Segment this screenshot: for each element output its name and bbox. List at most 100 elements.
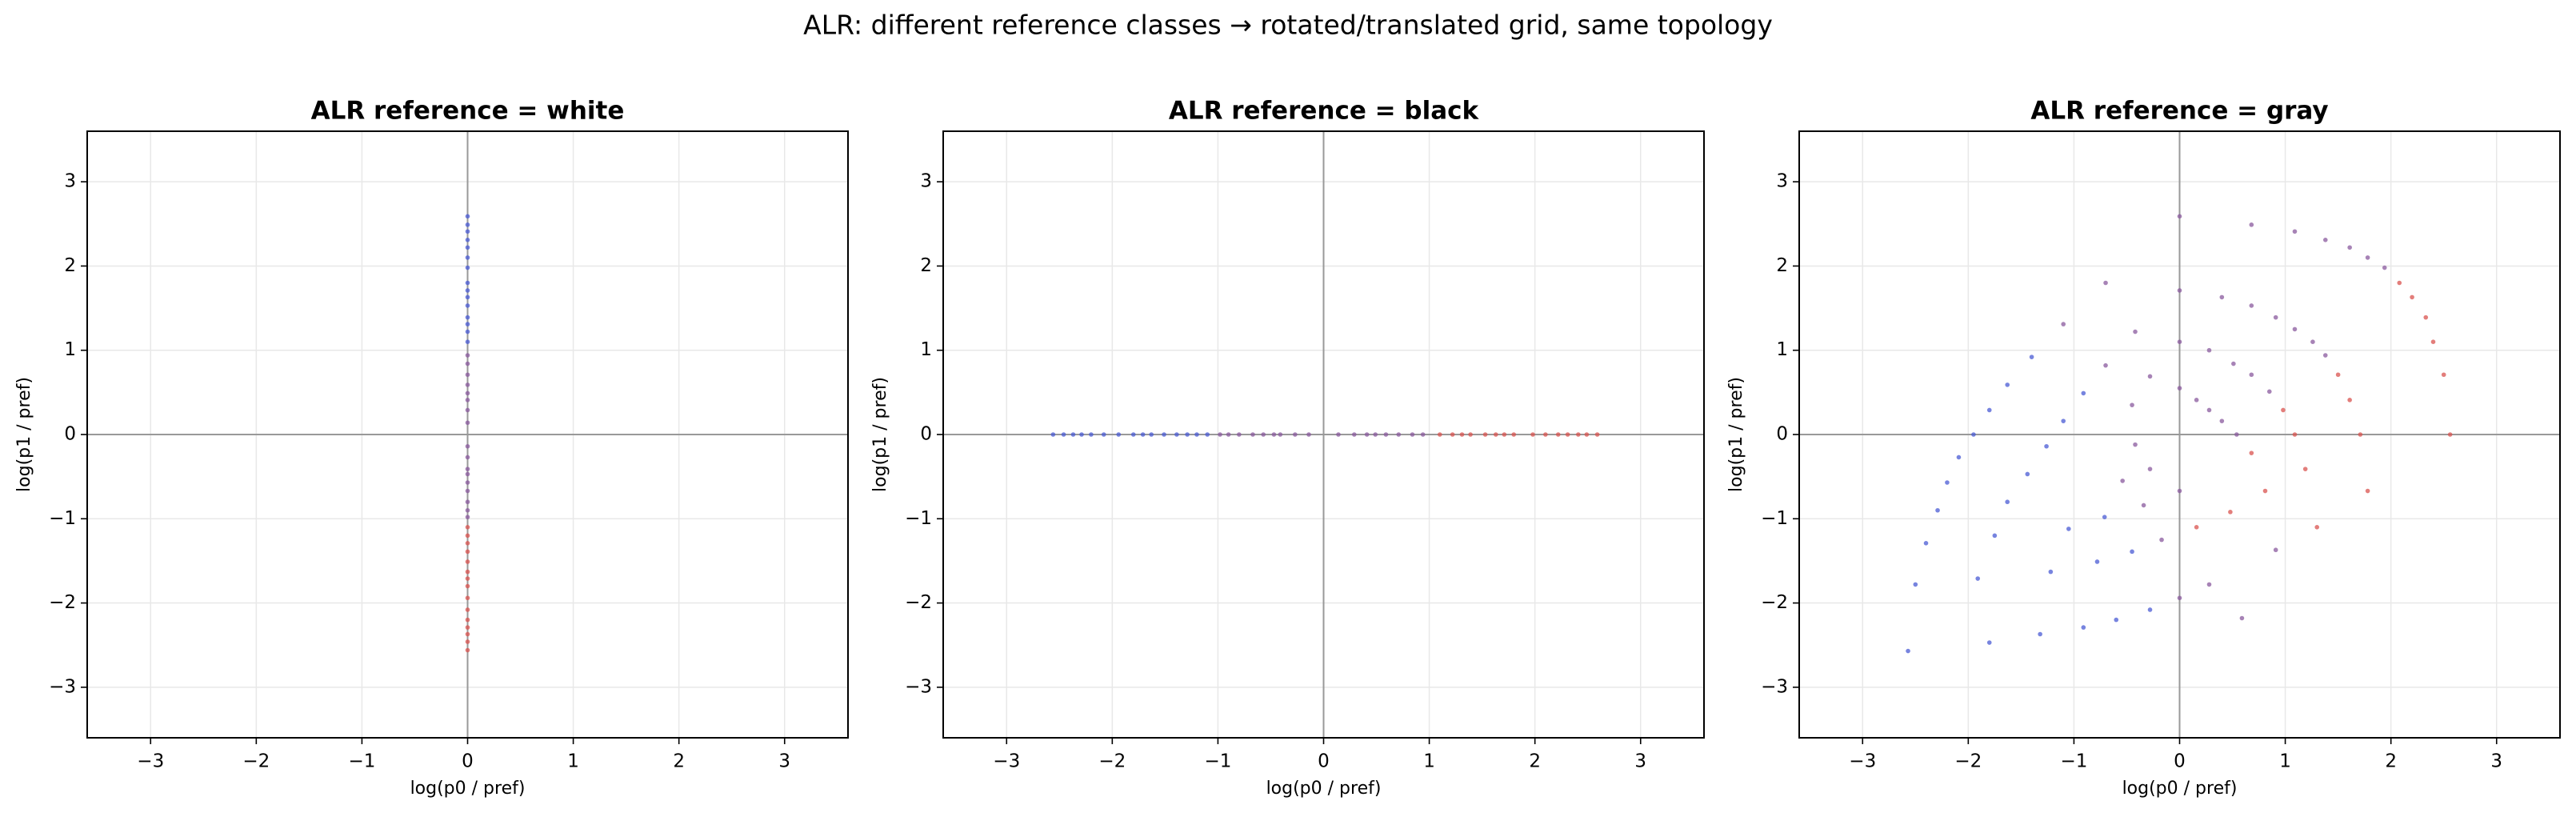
y-tick-label: 3 [920, 171, 932, 192]
point [2322, 353, 2328, 358]
point [2397, 280, 2402, 286]
point [465, 361, 470, 366]
point [1185, 432, 1190, 437]
point [2025, 471, 2030, 477]
point [465, 533, 470, 539]
point [2365, 255, 2370, 260]
point [1261, 432, 1266, 437]
y-tick-label: −2 [1761, 592, 1788, 613]
point [1352, 432, 1357, 437]
point [2365, 488, 2370, 494]
point [2159, 537, 2164, 543]
point [1530, 432, 1535, 437]
panel-title: ALR reference = black [1169, 97, 1480, 126]
x-tick-label: 3 [1634, 751, 1646, 772]
panel-title: ALR reference = gray [2030, 97, 2328, 126]
y-tick-label: 0 [1776, 424, 1788, 445]
point [1050, 432, 1056, 437]
plot-frame [86, 130, 849, 739]
point [1543, 432, 1548, 437]
y-tick-label: 0 [64, 424, 76, 445]
point [2038, 631, 2042, 637]
point [2005, 499, 2010, 505]
point [1364, 432, 1370, 437]
point [2239, 615, 2245, 621]
point [2302, 467, 2308, 471]
x-axis-label: log(p0 / pref) [410, 779, 526, 799]
y-tick-label: 2 [1776, 255, 1788, 276]
y-tick-label: −3 [1761, 676, 1788, 697]
point [2273, 547, 2278, 553]
point [1410, 432, 1415, 437]
point [2231, 361, 2236, 366]
point [465, 245, 470, 250]
x-axis-label: log(p0 / pref) [2122, 779, 2238, 799]
point [465, 222, 470, 227]
panel: ALR reference = gray −3 −2 −1 0 1 2 3 −3 −2 −1 0 1 2 3… [1726, 97, 2561, 799]
y-tick-label: −2 [49, 592, 76, 613]
y-tick-label: 1 [920, 339, 932, 360]
point [2147, 607, 2153, 612]
point [2206, 407, 2212, 413]
point [465, 329, 470, 334]
point [2410, 294, 2414, 300]
point [1956, 455, 1962, 460]
point [1396, 432, 1402, 437]
x-tick-label: 3 [2490, 751, 2502, 772]
point [1923, 541, 1929, 546]
point [465, 229, 470, 234]
point [2335, 372, 2341, 378]
point [2103, 280, 2108, 286]
point [465, 647, 470, 653]
point [2228, 510, 2233, 515]
x-tick-label: −1 [1204, 751, 1231, 772]
point [2147, 467, 2153, 471]
point [465, 471, 470, 477]
point [465, 525, 470, 530]
x-tick-label: −1 [348, 751, 375, 772]
x-tick-label: −2 [242, 751, 270, 772]
panel: ALR reference = white −3 −2 −1 0 1 2 3 −3 −2 −1 0 1 2… [14, 97, 849, 799]
y-tick-label: 1 [1776, 339, 1788, 360]
point [2081, 390, 2086, 396]
point [2177, 339, 2182, 344]
point [465, 443, 470, 449]
point [2130, 549, 2134, 555]
point [1992, 533, 1998, 539]
point [2206, 347, 2212, 353]
y-tick-label: 3 [1776, 171, 1788, 192]
point [1502, 432, 1507, 437]
point [465, 407, 470, 413]
point [465, 549, 470, 555]
x-tick-label: 2 [673, 751, 685, 772]
x-tick-label: −1 [2060, 751, 2087, 772]
panel: ALR reference = black −3 −2 −1 0 1 2 3 −3 −2 −1 0 1 2… [870, 97, 1705, 799]
point [2133, 442, 2138, 447]
point [2048, 569, 2054, 575]
y-tick-label: 0 [920, 424, 932, 445]
point [1250, 432, 1255, 437]
y-tick-label: −1 [1761, 508, 1788, 529]
point [2130, 402, 2134, 407]
point [465, 214, 470, 219]
point [2292, 229, 2298, 234]
point [2292, 326, 2298, 332]
point [2177, 214, 2182, 219]
plot-frame [1798, 130, 2561, 739]
point [2114, 617, 2119, 623]
point [465, 288, 470, 293]
point [465, 322, 470, 326]
point [2249, 372, 2254, 378]
point [1271, 432, 1277, 437]
x-tick-label: 0 [462, 751, 474, 772]
point [2177, 595, 2182, 601]
point [465, 507, 470, 513]
y-tick-label: 2 [920, 255, 932, 276]
x-tick-label: 0 [1318, 751, 1330, 772]
point [2094, 559, 2100, 564]
point [1906, 648, 1910, 654]
panel-title: ALR reference = white [311, 97, 625, 126]
point [465, 314, 470, 320]
y-tick-label: −3 [49, 676, 76, 697]
